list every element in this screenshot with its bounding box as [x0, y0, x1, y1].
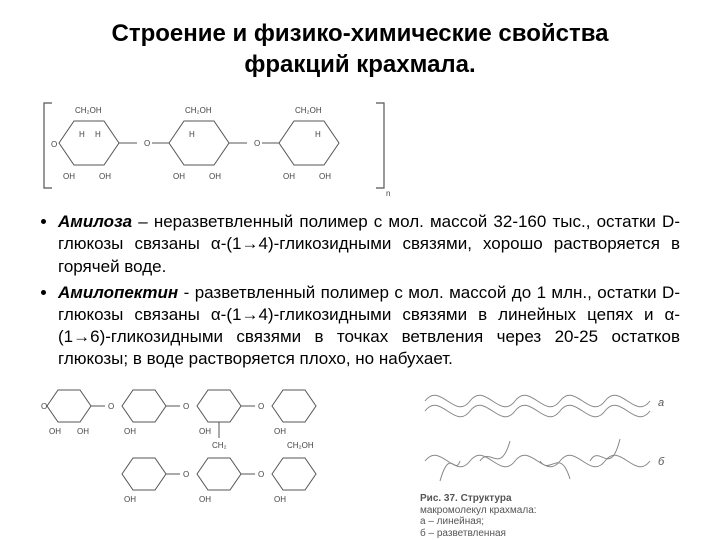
- svg-text:CH₂OH: CH₂OH: [185, 106, 212, 115]
- svg-text:H: H: [95, 130, 101, 139]
- svg-text:O: O: [41, 402, 47, 411]
- svg-text:OH: OH: [173, 172, 185, 181]
- svg-text:а: а: [658, 397, 664, 409]
- svg-text:б: б: [658, 456, 665, 468]
- figure-caption: Рис. 37. Структура макромолекул крахмала…: [420, 493, 680, 539]
- svg-text:OH: OH: [209, 172, 221, 181]
- term-amylose: Амилоза: [58, 212, 132, 231]
- svg-text:OH: OH: [199, 495, 211, 504]
- bullet-amylose: Амилоза – неразветвленный полимер с мол.…: [58, 211, 680, 277]
- svg-text:OH: OH: [199, 427, 211, 436]
- text-amylose: – неразветвленный полимер с мол. массой …: [58, 212, 680, 275]
- linear-chain-icon: а: [420, 376, 670, 426]
- svg-text:O: O: [108, 402, 114, 411]
- svg-text:H: H: [315, 130, 321, 139]
- svg-text:H: H: [79, 130, 85, 139]
- svg-text:OH: OH: [77, 427, 89, 436]
- bullet-amylopectin: Амилопектин - разветвленный полимер с мо…: [58, 282, 680, 370]
- branched-chain-icon: б: [420, 431, 670, 486]
- svg-text:O: O: [258, 470, 264, 479]
- svg-text:H: H: [189, 130, 195, 139]
- svg-text:OH: OH: [49, 427, 61, 436]
- macromolecule-figure: а б Рис. 37. Структура макромолекул крах…: [420, 376, 680, 539]
- svg-text:OH: OH: [124, 427, 136, 436]
- svg-text:CH₂OH: CH₂OH: [287, 441, 314, 450]
- svg-text:OH: OH: [283, 172, 295, 181]
- svg-text:CH₂OH: CH₂OH: [75, 106, 102, 115]
- amylopectin-structure-diagram: O OH OH O OH O OH O OH CH₂ CH₂OH OH: [34, 376, 414, 506]
- svg-text:O: O: [183, 402, 189, 411]
- svg-text:OH: OH: [274, 427, 286, 436]
- svg-text:O: O: [258, 402, 264, 411]
- title-line-2: фракций крахмала.: [244, 51, 475, 78]
- bullet-list: Амилоза – неразветвленный полимер с мол.…: [40, 211, 680, 370]
- svg-text:O: O: [144, 139, 150, 148]
- title-line-1: Строение и физико-химические свойства: [111, 20, 608, 47]
- svg-text:O: O: [183, 470, 189, 479]
- svg-text:OH: OH: [124, 495, 136, 504]
- svg-text:OH: OH: [63, 172, 75, 181]
- svg-text:O: O: [254, 139, 260, 148]
- slide-title: Строение и физико-химические свойства фр…: [34, 18, 686, 80]
- svg-text:OH: OH: [274, 495, 286, 504]
- svg-text:CH₂: CH₂: [212, 441, 227, 450]
- term-amylopectin: Амилопектин: [58, 283, 178, 302]
- svg-text:O: O: [51, 140, 57, 149]
- svg-text:OH: OH: [99, 172, 111, 181]
- amylose-structure-diagram: n CH₂OH O OH OH H H O CH₂OH OH OH H O CH…: [34, 88, 394, 198]
- svg-text:OH: OH: [319, 172, 331, 181]
- svg-text:n: n: [386, 189, 390, 198]
- svg-text:CH₂OH: CH₂OH: [295, 106, 322, 115]
